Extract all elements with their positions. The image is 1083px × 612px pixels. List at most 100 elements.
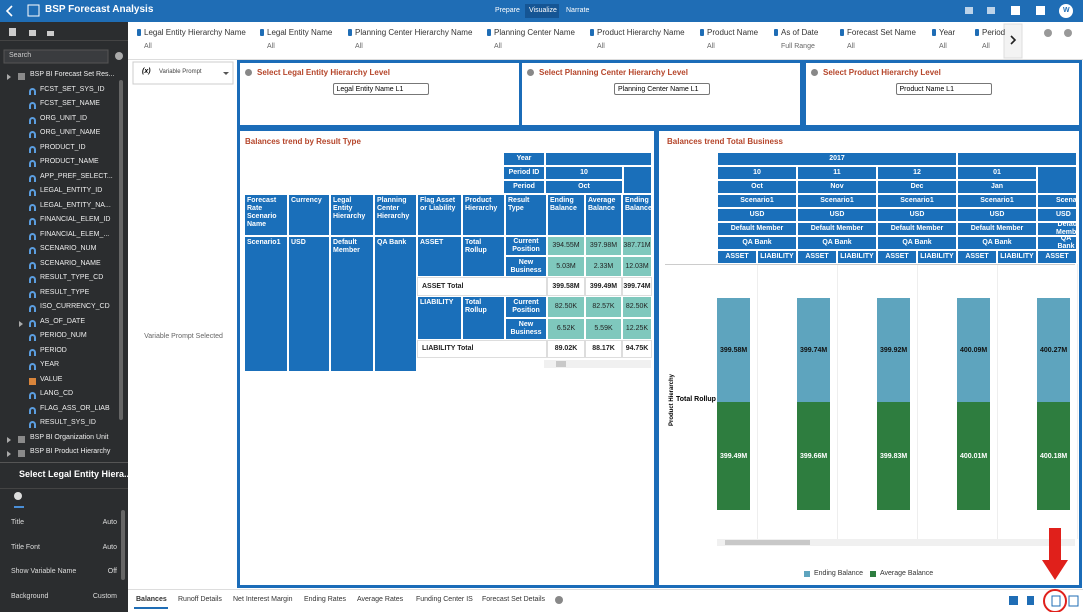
variable-prompt-box[interactable] xyxy=(132,61,234,85)
filter-name[interactable]: Forecast Set Name xyxy=(847,28,916,37)
property-value[interactable]: Off xyxy=(107,568,117,575)
mode-tab[interactable]: Prepare xyxy=(495,7,520,14)
tree-item[interactable]: AS_OF_DATE xyxy=(40,317,85,325)
mode-tab[interactable]: Visualize xyxy=(529,7,557,14)
filter-name[interactable]: Planning Center Hierarchy Name xyxy=(355,28,473,37)
sheet-tab[interactable]: Forecast Set Details xyxy=(482,596,546,603)
pivot-cell: Forecast Rate Scenario Name xyxy=(244,194,288,236)
tree-item[interactable]: FCST_SET_SYS_ID xyxy=(40,85,105,93)
tree-item[interactable]: BSP BI Forecast Set Res... xyxy=(30,71,115,78)
header-cell: Default Member xyxy=(877,222,957,236)
tree-item[interactable]: RESULT_SYS_ID xyxy=(40,419,96,426)
tree-item[interactable]: PRODUCT_ID xyxy=(40,143,86,151)
tree-item[interactable]: LEGAL_ENTITY_NA... xyxy=(40,201,111,209)
bar-segment[interactable]: 399.58M xyxy=(717,298,750,402)
add-icon[interactable] xyxy=(115,52,123,60)
header-cell: Default Member xyxy=(957,222,1037,236)
pivot-cell: 82.57K xyxy=(585,296,622,318)
filter-value: All xyxy=(267,43,275,50)
tree-item[interactable]: PERIOD xyxy=(40,346,67,354)
field-icon xyxy=(29,160,36,167)
sheet-tab[interactable]: Balances xyxy=(136,596,167,603)
back-icon[interactable] xyxy=(5,5,13,17)
sheet-tab[interactable]: Ending Rates xyxy=(304,596,347,603)
bar-segment[interactable]: 400.27M xyxy=(1037,298,1070,402)
filter-name[interactable]: Legal Entity Name xyxy=(267,28,333,37)
filter-name[interactable]: Year xyxy=(939,28,956,37)
tree-item[interactable]: LANG_CD xyxy=(40,390,74,397)
sheet-tab[interactable]: Funding Center IS xyxy=(416,596,473,603)
filter-value: All xyxy=(939,43,947,50)
prompt-title: Select Product Hierarchy Level xyxy=(823,68,941,77)
sidebar-tabs[interactable] xyxy=(9,28,54,36)
tree-item[interactable]: ORG_UNIT_NAME xyxy=(40,129,101,136)
search-box[interactable] xyxy=(3,49,109,64)
bar-segment[interactable]: 399.49M xyxy=(717,402,750,510)
property-value[interactable]: Auto xyxy=(102,519,117,526)
filter-icon xyxy=(245,69,252,76)
bar-segment[interactable]: 399.92M xyxy=(877,298,910,402)
pivot-scroll-thumb[interactable] xyxy=(556,361,566,367)
tree-item[interactable]: YEAR xyxy=(40,361,60,368)
tree-item[interactable]: FCST_SET_NAME xyxy=(40,100,100,107)
mode-tab[interactable]: Narrate xyxy=(566,7,590,14)
bar-segment[interactable]: 399.83M xyxy=(877,402,910,510)
tree-item[interactable]: SCENARIO_NAME xyxy=(40,259,101,267)
header-fill xyxy=(1037,166,1077,194)
filter-name[interactable]: As of Date xyxy=(781,28,819,37)
filter-pin xyxy=(774,29,778,36)
tree-item[interactable]: ISO_CURRENCY_CD xyxy=(40,303,110,310)
tree-item[interactable]: ORG_UNIT_ID xyxy=(40,114,88,122)
trend-scroll-thumb[interactable] xyxy=(725,540,810,545)
tree-item[interactable]: PERIOD_NUM xyxy=(40,332,87,339)
sheet-tab[interactable]: Average Rates xyxy=(357,596,404,603)
property-value[interactable]: Auto xyxy=(102,543,117,551)
filter-icon xyxy=(527,69,534,76)
bar-segment[interactable]: 399.66M xyxy=(797,402,830,510)
tree-item[interactable]: RESULT_TYPE_CD xyxy=(40,274,104,281)
avatar[interactable] xyxy=(1059,4,1073,18)
bar-segment[interactable]: 400.01M xyxy=(957,402,990,510)
header-cell: Scenario1 xyxy=(797,194,877,208)
prompt-select[interactable]: Planning Center Name L1 xyxy=(614,83,710,95)
tree-item[interactable]: FINANCIAL_ELEM_ID xyxy=(40,216,111,223)
prompt-status: Variable Prompt Selected xyxy=(144,333,223,340)
sheet-tab[interactable]: Net Interest Margin xyxy=(233,596,293,603)
toolbar-icons[interactable] xyxy=(965,6,1045,15)
footer-icons[interactable] xyxy=(1009,595,1079,607)
filter-name[interactable]: Product Name xyxy=(707,28,759,37)
filter-icons[interactable] xyxy=(1044,29,1072,37)
prompt-select[interactable]: Product Name L1 xyxy=(895,83,992,95)
app-title: BSP Forecast Analysis xyxy=(45,4,154,15)
sheet-tab[interactable]: Runoff Details xyxy=(178,596,222,603)
property-icon[interactable] xyxy=(14,492,22,500)
tree-item[interactable]: FINANCIAL_ELEM_... xyxy=(40,230,110,238)
bar-segment[interactable]: 400.09M xyxy=(957,298,990,402)
filter-name[interactable]: Product Hierarchy Name xyxy=(597,28,685,37)
filter-name[interactable]: Period xyxy=(982,28,1006,37)
bar-segment[interactable]: 399.74M xyxy=(797,298,830,402)
field-icon xyxy=(29,218,36,225)
tree-item[interactable]: RESULT_TYPE xyxy=(40,288,90,296)
header-cell: Default Member xyxy=(1037,222,1077,236)
tree-item[interactable]: BSP BI Organization Unit xyxy=(30,433,109,441)
filter-name[interactable]: Planning Center Name xyxy=(494,28,575,37)
bar-segment[interactable]: 400.18M xyxy=(1037,402,1070,510)
tree-item[interactable]: APP_PREF_SELECT... xyxy=(40,172,113,180)
field-icon xyxy=(18,450,25,457)
header-cell: LIABILITY xyxy=(917,250,957,264)
tree-item[interactable]: LEGAL_ENTITY_ID xyxy=(40,187,103,194)
tree-item[interactable]: FLAG_ASS_OR_LIAB xyxy=(40,404,110,412)
tree-item[interactable]: PRODUCT_NAME xyxy=(40,158,99,165)
property-value[interactable]: Custom xyxy=(92,592,117,600)
chevron xyxy=(1010,35,1017,45)
tree-item[interactable]: BSP BI Product Hierarchy xyxy=(30,448,111,455)
pivot-cell: LIABILITY Total xyxy=(417,340,547,358)
add-tab[interactable] xyxy=(555,596,563,604)
scrollbar xyxy=(121,510,125,580)
header-cell: Scenario1 xyxy=(717,194,797,208)
tree-item[interactable]: VALUE xyxy=(40,375,63,383)
prompt-select[interactable]: Legal Entity Name L1 xyxy=(332,83,429,95)
tree-item[interactable]: SCENARIO_NUM xyxy=(40,245,97,252)
filter-name[interactable]: Legal Entity Hierarchy Name xyxy=(144,28,246,37)
